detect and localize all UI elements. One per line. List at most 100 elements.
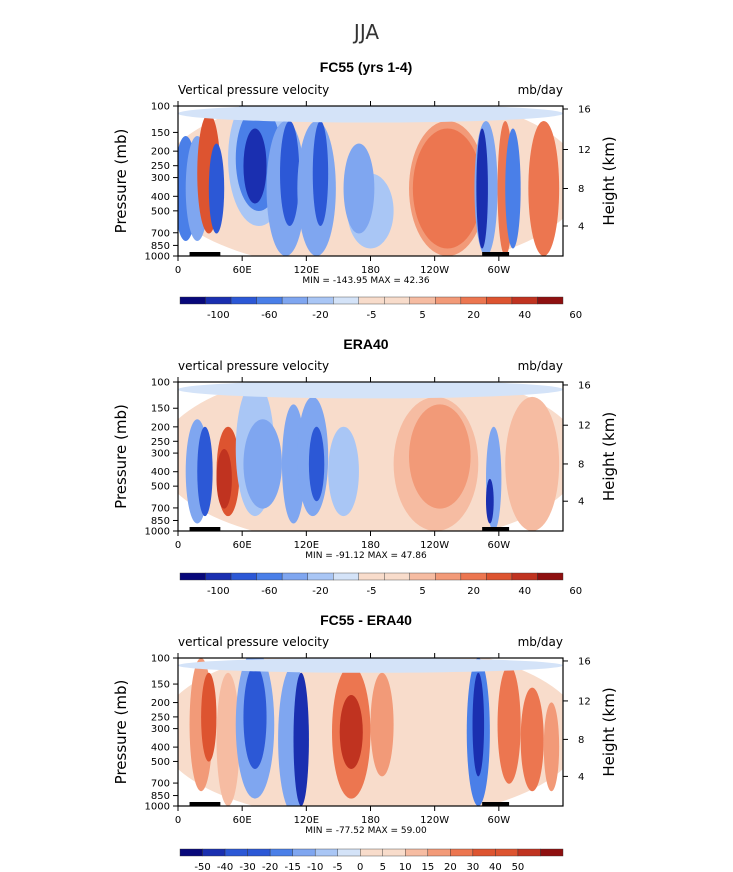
height-tick-label: 4 [578, 222, 584, 233]
field-region [370, 672, 394, 777]
colorbar-box [333, 296, 359, 305]
height-tick-label: 8 [578, 735, 584, 746]
y-tick-label: 200 [151, 698, 170, 709]
colorbar-box [307, 296, 334, 305]
topography [482, 527, 510, 531]
panel-3: FC55 - ERA40 vertical pressure velocity mb… [112, 612, 618, 872]
y-tick-label: 300 [151, 724, 170, 735]
colorbar-box [358, 296, 385, 305]
y-tick-label: 850 [151, 516, 170, 527]
height-tick-label: 12 [578, 696, 591, 707]
field-region [412, 128, 483, 249]
colorbar-label: 40 [489, 862, 502, 872]
colorbar-box [405, 848, 429, 857]
topography [189, 252, 221, 256]
colorbar-label: -30 [239, 862, 255, 872]
colorbar-label: 0 [357, 862, 363, 872]
y-tick-label: 700 [151, 503, 170, 514]
height-tick-label: 8 [578, 459, 584, 470]
y-tick-label: 500 [151, 757, 170, 768]
y-tick-label: 500 [151, 482, 170, 493]
colorbar-box [511, 296, 538, 305]
colorbar-label: 10 [399, 862, 412, 872]
y-tick-label: 100 [151, 378, 170, 389]
min-max-stats: MIN = -143.95 MAX = 42.36 [302, 276, 429, 286]
colorbar-box [360, 848, 383, 857]
colorbar-box [384, 296, 410, 305]
min-max-stats: MIN = -77.52 MAX = 59.00 [305, 826, 427, 836]
colorbar-label: 20 [467, 586, 480, 597]
colorbar-box [384, 572, 410, 581]
colorbar-label: -10 [307, 862, 323, 872]
y-tick-label: 400 [151, 192, 170, 203]
y-tick-label: 150 [151, 404, 170, 415]
colorbar-label: -15 [284, 862, 300, 872]
field-region [280, 121, 300, 226]
height-tick-label: 16 [578, 380, 591, 391]
colorbar-label: -60 [261, 310, 277, 321]
colorbar-box [281, 572, 308, 581]
colorbar-label: 60 [569, 586, 582, 597]
panel-2: ERA40 vertical pressure velocity mb/day 0 60… [112, 336, 618, 597]
field-region [216, 672, 240, 806]
y-tick-label: 1000 [145, 252, 170, 263]
x-tick-label: 60W [488, 815, 511, 826]
colorbar-box [337, 848, 361, 857]
field-region [339, 695, 363, 769]
field-region [243, 665, 267, 769]
y-tick-label: 1000 [145, 527, 170, 538]
field-region [528, 121, 560, 256]
field-region [208, 143, 225, 234]
height-tick-label: 12 [578, 421, 591, 432]
colorbar-box [292, 848, 316, 857]
field-region [505, 396, 560, 531]
colorbar: -100 -60 -20 -5 5 20 40 60 [179, 296, 582, 321]
colorbar-box [511, 572, 538, 581]
x-tick-label: 60E [233, 265, 252, 276]
colorbar-label: -5 [367, 310, 377, 321]
colorbar-box [281, 296, 308, 305]
topography [482, 802, 510, 806]
y-tick-label: 850 [151, 241, 170, 252]
colorbar-label: 60 [569, 310, 582, 321]
y-tick-label: 250 [151, 161, 170, 172]
x-tick-label: 120E [294, 540, 319, 551]
x-tick-label: 120W [420, 540, 449, 551]
x-tick-label: 60W [488, 540, 511, 551]
field-region [343, 143, 375, 234]
colorbar-box [495, 848, 519, 857]
colorbar-label: -5 [333, 862, 343, 872]
y-tick-label: 300 [151, 173, 170, 184]
colorbar-box [486, 572, 513, 581]
colorbar-label: 20 [467, 310, 480, 321]
colorbar-box [435, 572, 462, 581]
colorbar-label: 5 [419, 586, 425, 597]
colorbar-box [472, 848, 496, 857]
variable-label: vertical pressure velocity [178, 359, 329, 373]
y-tick-label: 400 [151, 467, 170, 478]
color-field [178, 658, 563, 806]
x-tick-label: 120W [420, 815, 449, 826]
colorbar-box [179, 572, 206, 581]
colorbar-box [230, 296, 257, 305]
x-tick-label: 180 [361, 540, 380, 551]
right-axis-label: Height (km) [600, 412, 618, 501]
y-tick-label: 100 [151, 102, 170, 113]
colorbar-box [540, 848, 564, 857]
field-region [476, 128, 488, 249]
colorbar-box [409, 572, 436, 581]
colorbar-box [247, 848, 271, 857]
colorbar-box [358, 572, 385, 581]
x-tick-label: 180 [361, 265, 380, 276]
field-region [308, 426, 325, 502]
colorbar-label: 20 [444, 862, 457, 872]
colorbar-box [450, 848, 474, 857]
variable-label: Vertical pressure velocity [178, 83, 329, 97]
figure-title: JJA [353, 20, 380, 44]
field-region [178, 658, 563, 673]
x-tick-label: 120E [294, 815, 319, 826]
field-region [216, 449, 232, 509]
x-tick-label: 0 [175, 815, 181, 826]
colorbar-label: 5 [380, 862, 386, 872]
x-tick-label: 60E [233, 540, 252, 551]
